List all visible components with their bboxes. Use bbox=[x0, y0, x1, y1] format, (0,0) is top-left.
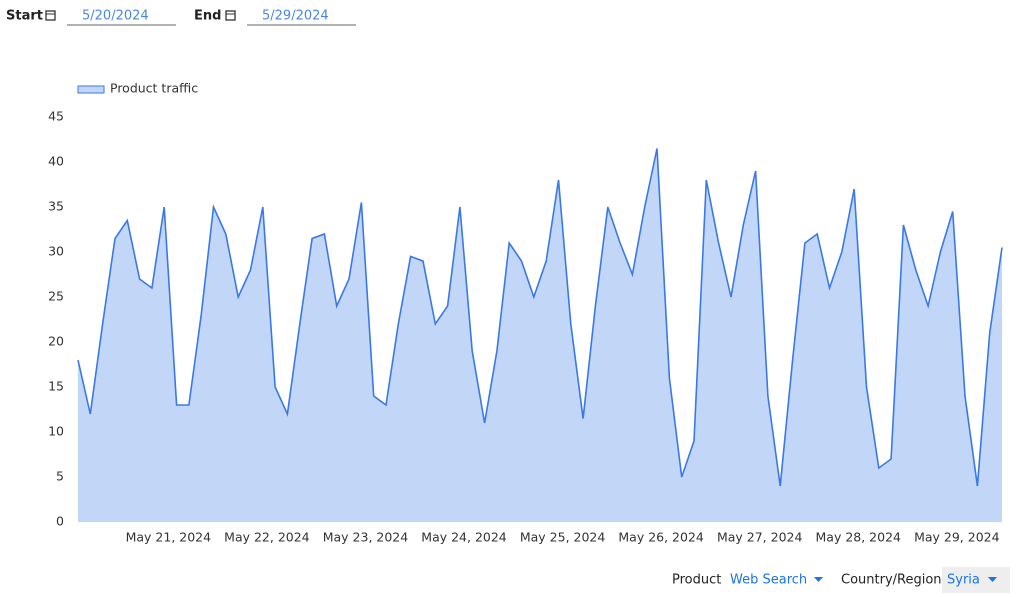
calendar-icon[interactable] bbox=[225, 10, 236, 21]
dropdown-arrow[interactable] bbox=[814, 577, 823, 582]
x-tick-label: May 29, 2024 bbox=[914, 530, 1000, 545]
region-label: Country/Region bbox=[841, 573, 942, 588]
legend-label: Product traffic bbox=[110, 81, 198, 96]
x-tick-label: May 26, 2024 bbox=[618, 530, 704, 545]
legend-swatch bbox=[77, 85, 105, 94]
x-tick-label: May 27, 2024 bbox=[717, 530, 803, 545]
end-label: End bbox=[194, 9, 221, 24]
x-tick-label: May 24, 2024 bbox=[421, 530, 507, 545]
calendar-icon[interactable] bbox=[45, 10, 56, 21]
dropdown-arrow[interactable] bbox=[988, 577, 997, 582]
region-select-bg[interactable] bbox=[942, 567, 1010, 593]
y-tick-label: 20 bbox=[48, 334, 64, 349]
chart: 0 5 10 15 20 25 30 35 40 45 May 21, 2024 May 22, 20… bbox=[48, 81, 1003, 545]
product-select[interactable]: Web Search bbox=[730, 573, 807, 588]
end-date[interactable]: 5/29/2024 bbox=[262, 9, 329, 24]
area-fill bbox=[78, 148, 1002, 522]
start-label: Start bbox=[6, 9, 43, 24]
x-tick-label: May 28, 2024 bbox=[816, 530, 902, 545]
area-line bbox=[77, 148, 1003, 487]
y-tick-label: 35 bbox=[48, 199, 64, 214]
product-label: Product bbox=[672, 573, 721, 588]
y-tick-label: 25 bbox=[48, 289, 64, 304]
x-tick-label: May 22, 2024 bbox=[224, 530, 310, 545]
x-tick-label: May 21, 2024 bbox=[126, 530, 212, 545]
y-tick-label: 15 bbox=[48, 379, 64, 394]
y-tick-label: 5 bbox=[56, 469, 64, 484]
y-tick-label: 40 bbox=[48, 154, 64, 169]
x-tick-label: May 25, 2024 bbox=[520, 530, 606, 545]
start-date[interactable]: 5/20/2024 bbox=[82, 9, 149, 24]
y-tick-label: 0 bbox=[56, 514, 64, 529]
x-tick-label: May 23, 2024 bbox=[323, 530, 409, 545]
region-select[interactable]: Syria bbox=[947, 573, 980, 588]
y-tick-label: 30 bbox=[48, 244, 64, 259]
y-tick-label: 45 bbox=[48, 109, 64, 124]
y-tick-label: 10 bbox=[48, 424, 64, 439]
